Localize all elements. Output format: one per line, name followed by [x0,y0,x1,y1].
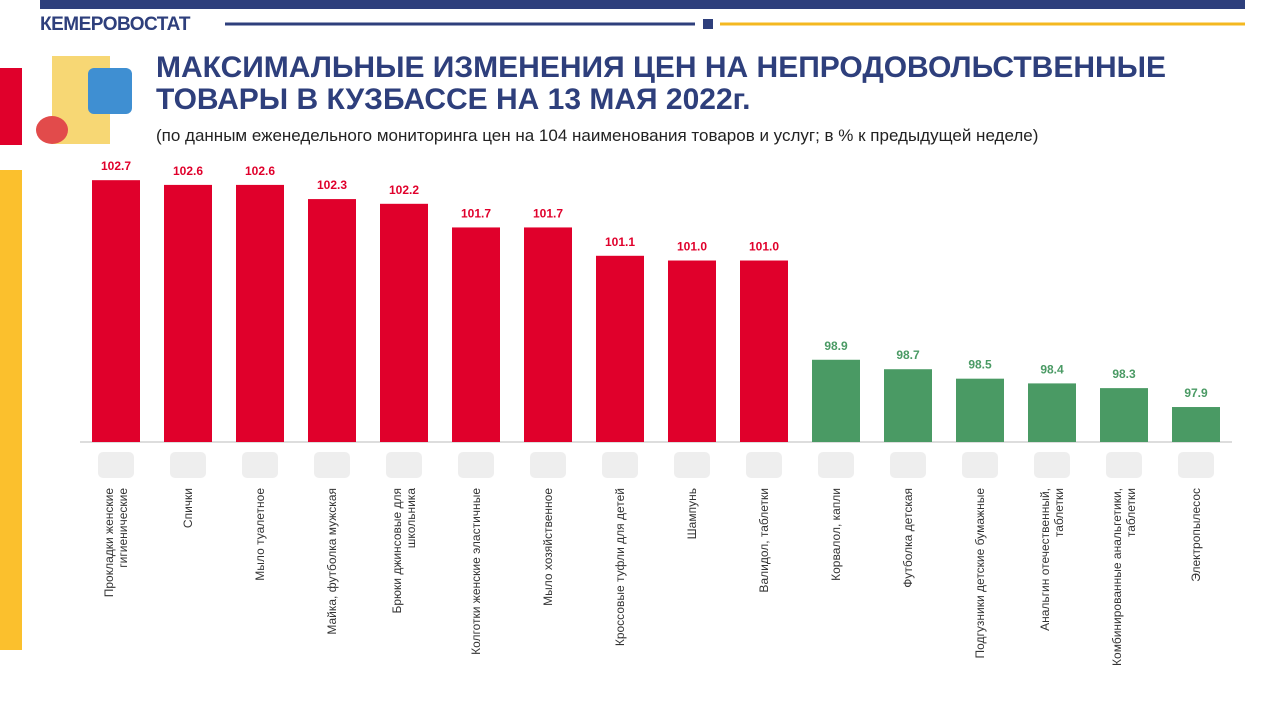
value-label: 98.7 [896,348,920,362]
value-label: 98.5 [968,358,992,372]
category-label: Шампунь [685,488,699,540]
side-band [0,170,22,650]
bar [452,227,500,442]
bar [956,378,1004,442]
top-band [40,0,1245,9]
bar [92,180,140,442]
org-name: КЕМЕРОВОСТАТ [40,14,191,35]
category-label: Прокладки женские гигиенические [102,488,130,598]
item-icon [314,452,350,478]
bar [596,255,644,442]
category-label: Колготки женские эластичные [469,488,483,655]
category-label: Футболка детская [901,488,915,588]
item-icon [818,452,854,478]
category-label: Мыло туалетное [253,488,267,581]
bar [884,369,932,442]
bar [1172,407,1220,442]
category-label: Анальгин отечественный, таблетки [1038,488,1066,631]
icon [36,116,68,144]
side-band [0,68,22,145]
bar [740,260,788,442]
category-label: Спички [181,488,195,529]
category-label: Электропылесос [1189,488,1203,582]
value-label: 98.9 [824,339,848,353]
bar [380,203,428,442]
category-label: Комбинированные анальгетики, таблетки [1110,488,1138,666]
category-label: Брюки джинсовые для школьника [390,488,418,614]
icon [88,68,132,114]
item-icon [98,452,134,478]
bar [308,199,356,442]
value-label: 102.6 [245,164,275,178]
category-label: Мыло хозяйственное [541,488,555,606]
item-icon [1178,452,1214,478]
item-icon [458,452,494,478]
value-label: 102.2 [389,183,419,197]
rule-marker [703,19,713,29]
category-label: Подгузники детские бумажные [973,488,987,659]
bar [668,260,716,442]
value-label: 101.0 [677,240,707,254]
item-icon [386,452,422,478]
value-label: 101.0 [749,240,779,254]
item-icon [1034,452,1070,478]
category-label: Кроссовые туфли для детей [613,488,627,647]
value-label: 98.4 [1040,362,1064,376]
bar [524,227,572,442]
bar [236,184,284,442]
value-label: 102.6 [173,164,203,178]
item-icon [242,452,278,478]
bar [812,359,860,442]
chart-title: МАКСИМАЛЬНЫЕ ИЗМЕНЕНИЯ ЦЕН НА НЕПРОДОВОЛ… [156,51,1167,116]
item-icon [674,452,710,478]
value-label: 101.1 [605,235,635,249]
bar [1100,388,1148,442]
item-icon [1106,452,1142,478]
category-label: Майка, футболка мужская [325,488,339,635]
item-icon [746,452,782,478]
chart-subtitle: (по данным еженедельного мониторинга цен… [156,126,1039,145]
value-label: 98.3 [1112,367,1136,381]
category-label: Валидол, таблетки [757,488,771,593]
value-label: 101.7 [533,206,563,220]
value-label: 101.7 [461,206,491,220]
value-label: 97.9 [1184,386,1208,400]
item-icon [170,452,206,478]
category-label: Корвалол, капли [829,488,843,581]
item-icon [530,452,566,478]
value-label: 102.7 [101,159,131,173]
item-icon [890,452,926,478]
item-icon [962,452,998,478]
bar [164,184,212,442]
bar [1028,383,1076,442]
item-icon [602,452,638,478]
value-label: 102.3 [317,178,347,192]
